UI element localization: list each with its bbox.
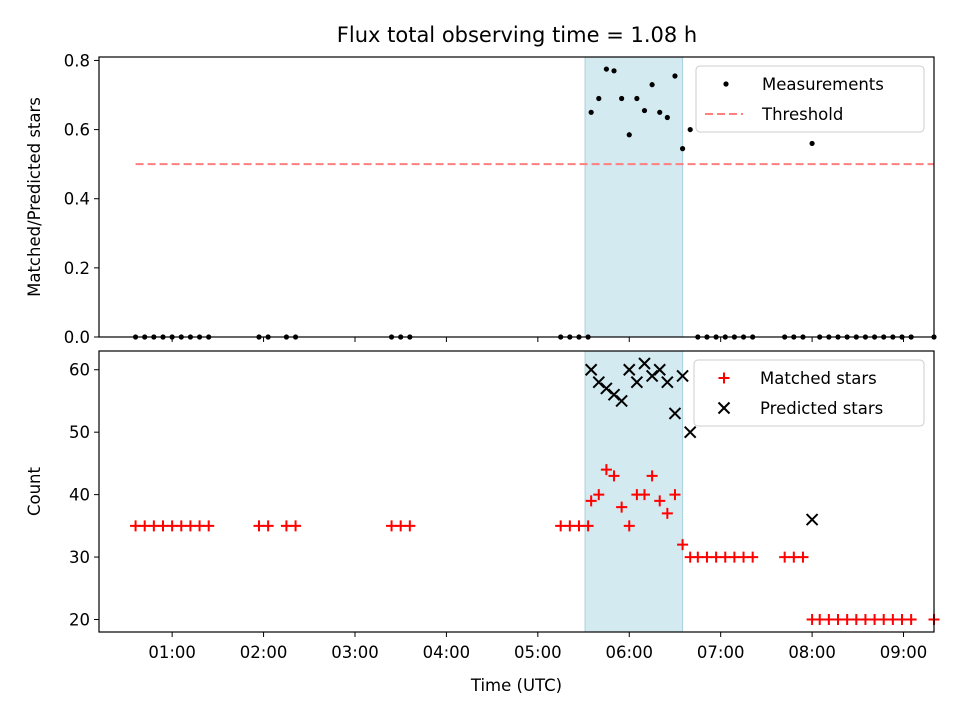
measurement-point — [664, 114, 670, 121]
matched-point — [669, 489, 681, 501]
x-tick-label: 02:00 — [240, 643, 288, 662]
measurement-point — [809, 140, 815, 147]
axes-frame — [98, 350, 935, 633]
legend-matched-swatch — [718, 372, 730, 384]
measurement-point — [588, 109, 594, 115]
legend-predicted-swatch — [717, 401, 731, 415]
measurement-point — [649, 82, 655, 88]
legend-label: Measurements — [762, 75, 884, 94]
predicted-point — [683, 425, 697, 439]
matched-point — [638, 489, 650, 501]
predicted-point — [676, 369, 689, 383]
legend-label: Predicted stars — [760, 399, 883, 418]
series-predicted-stars — [584, 357, 819, 526]
matched-point — [677, 539, 689, 551]
y-axis-label: Matched/Predicted stars — [25, 97, 44, 297]
measurement-point — [603, 66, 609, 72]
x-tick-label: 05:00 — [514, 643, 562, 662]
predicted-point — [668, 407, 682, 420]
y-tick-label: 0.4 — [64, 190, 90, 209]
measurement-point — [672, 73, 678, 79]
matched-point — [616, 501, 628, 513]
matched-point — [262, 520, 274, 532]
matched-point — [747, 551, 759, 563]
legend-label: Threshold — [761, 105, 843, 124]
x-tick-label: 09:00 — [880, 643, 928, 662]
x-tick-label: 03:00 — [331, 643, 379, 662]
measurement-point — [619, 95, 625, 102]
matched-point — [797, 551, 809, 563]
series-matched-stars — [130, 464, 940, 626]
matched-point — [905, 614, 917, 626]
y-tick-label: 0.8 — [64, 51, 90, 70]
legend-box — [693, 359, 925, 427]
measurement-point — [634, 95, 640, 102]
measurement-point — [679, 146, 686, 152]
predicted-point — [623, 363, 636, 376]
bottom-panel: 20 30 40 50 60 01:00 02:00 03:00 04:00 05:00 06:00… — [25, 350, 940, 695]
predicted-point — [661, 376, 674, 389]
highlight-span — [584, 56, 684, 338]
measurement-point — [596, 95, 602, 102]
x-axis-label: Time (UTC) — [470, 676, 562, 695]
matched-point — [593, 489, 605, 501]
matched-point — [290, 520, 302, 532]
x-tick-label: 08:00 — [788, 643, 836, 662]
top-panel: 0.0 0.2 0.4 0.6 0.8 Matched/Predicted stars Me… — [25, 51, 937, 347]
predicted-point — [630, 376, 644, 389]
matched-point — [623, 520, 635, 532]
axes-frame — [98, 56, 935, 338]
x-tick-label: 06:00 — [605, 643, 653, 662]
matched-point — [203, 520, 215, 532]
y-tick-label: 50 — [69, 423, 90, 442]
measurement-point — [626, 132, 632, 138]
matched-point — [654, 495, 666, 507]
legend: Measurements Threshold — [695, 65, 925, 133]
legend-box — [695, 65, 925, 133]
y-tick-label: 30 — [69, 548, 90, 567]
predicted-point — [584, 363, 598, 376]
matched-point — [600, 464, 612, 476]
x-tick-label: 07:00 — [697, 643, 745, 662]
matched-point — [582, 520, 594, 532]
measurement-point — [687, 126, 693, 133]
y-tick-label: 60 — [69, 361, 90, 380]
matched-point — [585, 495, 597, 507]
x-tick-label: 04:00 — [423, 643, 471, 662]
chart-title: Flux total observing time = 1.08 h — [337, 23, 697, 47]
legend: Matched stars Predicted stars — [693, 359, 925, 427]
measurement-point — [611, 68, 617, 74]
matched-point — [608, 470, 620, 482]
matched-point — [646, 470, 658, 482]
y-axis-label: Count — [25, 466, 44, 516]
matched-point — [404, 520, 416, 532]
legend-measurement-swatch — [723, 81, 729, 87]
legend-label: Matched stars — [760, 369, 877, 388]
matched-point — [661, 507, 673, 519]
y-tick-label: 0.6 — [64, 121, 90, 140]
x-tick-label: 01:00 — [148, 643, 196, 662]
measurement-point — [657, 109, 663, 115]
predicted-point — [805, 513, 819, 526]
y-tick-label: 40 — [69, 486, 90, 505]
y-tick-label: 0.0 — [64, 328, 90, 347]
y-tick-label: 0.2 — [64, 259, 90, 278]
measurement-point — [641, 107, 648, 114]
predicted-point — [638, 357, 651, 370]
predicted-point — [653, 363, 666, 376]
predicted-point — [615, 394, 628, 408]
y-tick-label: 20 — [69, 611, 90, 630]
